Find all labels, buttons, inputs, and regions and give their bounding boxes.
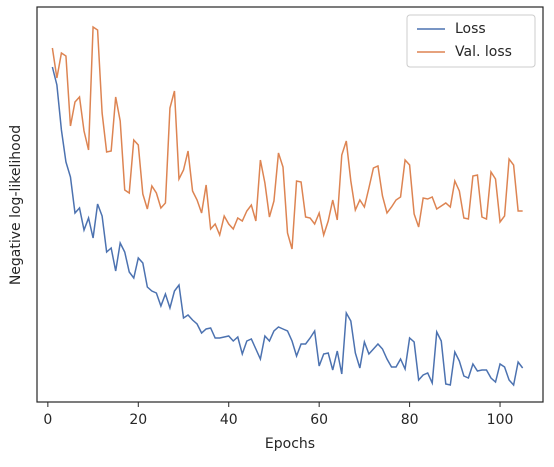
- y-axis-label: Negative log-likelihood: [8, 125, 24, 285]
- x-tick-label: 40: [220, 412, 238, 428]
- legend-box: [406, 14, 536, 68]
- legend-label: Val. loss: [455, 44, 512, 60]
- line-series: [51, 66, 524, 387]
- legend-label: Loss: [455, 21, 486, 37]
- x-tick-label: 100: [487, 412, 514, 428]
- x-tick-label: 0: [43, 412, 52, 428]
- x-axis-label: Epochs: [265, 436, 315, 452]
- x-tick-label: 80: [401, 412, 419, 428]
- x-tick-label: 20: [129, 412, 147, 428]
- x-tick-label: 60: [310, 412, 328, 428]
- line-series: [51, 25, 523, 250]
